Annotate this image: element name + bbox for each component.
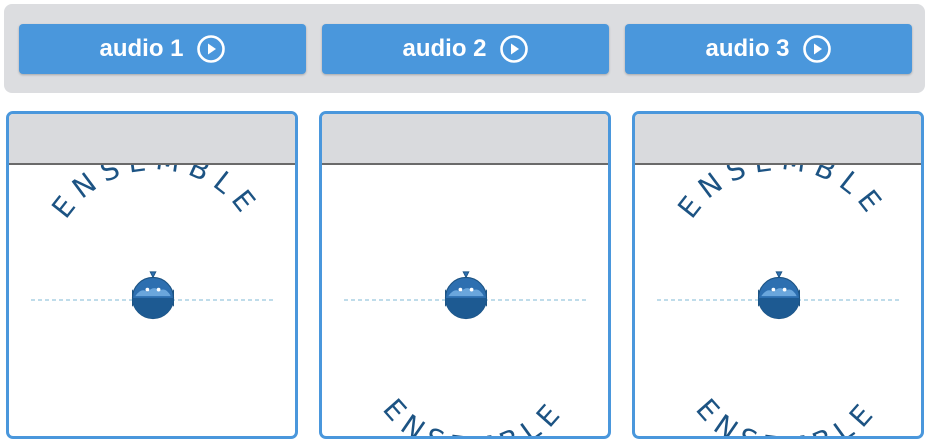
blowfish-icon	[757, 271, 801, 320]
audio-3-label: audio 3	[705, 35, 790, 62]
panel-header	[9, 114, 295, 165]
logo-text-top: ENSEMBLE	[45, 165, 266, 224]
audio-1-label: audio 1	[99, 35, 184, 62]
blowfish-icon	[444, 271, 488, 320]
play-circle-icon	[802, 35, 831, 63]
logo-text-top: ENSEMBLE	[671, 165, 892, 224]
audio-2-label: audio 2	[402, 35, 487, 62]
play-circle-icon	[196, 35, 225, 63]
preview-panel-1: ENSEMBLE	[6, 111, 298, 439]
audio-3-button[interactable]: audio 3	[625, 24, 912, 74]
audio-2-button[interactable]: audio 2	[322, 24, 609, 74]
logo-text-bottom: ENSEMBLE	[689, 392, 884, 436]
preview-panel-2: ENSEMBLE	[319, 111, 611, 439]
play-circle-icon	[499, 35, 528, 63]
preview-panel-3: ENSEMBLE ENSEMBLE	[632, 111, 924, 439]
logo-text-bottom: ENSEMBLE	[376, 392, 571, 436]
panel-header	[635, 114, 921, 165]
panel-canvas: ENSEMBLE ENSEMBLE	[635, 165, 921, 436]
audio-1-button[interactable]: audio 1	[19, 24, 306, 74]
panel-canvas: ENSEMBLE	[9, 165, 295, 436]
panel-header	[322, 114, 608, 165]
blowfish-icon	[131, 271, 175, 320]
audio-toolbar: audio 1 audio 2 audio 3	[4, 4, 925, 93]
panel-canvas: ENSEMBLE	[322, 165, 608, 436]
